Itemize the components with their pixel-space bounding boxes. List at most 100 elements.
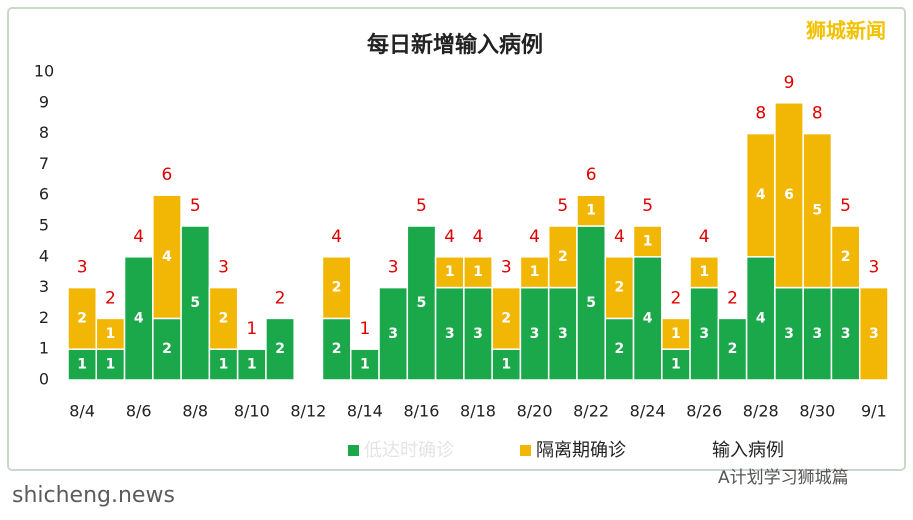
- bar-segment: [745, 256, 776, 381]
- total-label: 6: [162, 165, 173, 185]
- total-label: 5: [642, 196, 653, 216]
- x-tick-label: 8/12: [290, 402, 326, 421]
- legend-label: 输入病例: [712, 440, 784, 461]
- segment-label: 3: [784, 326, 794, 342]
- bar-segment: [67, 286, 98, 350]
- segment-label: 1: [671, 357, 681, 373]
- segment-label: 2: [162, 341, 172, 357]
- total-label: 3: [218, 258, 229, 278]
- segment-label: 3: [473, 326, 483, 342]
- bar-segment: [180, 225, 211, 381]
- segment-label: 1: [501, 357, 511, 373]
- bar-segment: [802, 132, 833, 289]
- segment-label: 3: [812, 326, 822, 342]
- segment-label: 1: [473, 264, 483, 280]
- bar-segment: [95, 348, 126, 381]
- total-label: 2: [671, 288, 682, 308]
- legend-swatch: [348, 445, 359, 456]
- segment-label: 2: [501, 310, 511, 326]
- total-label: 3: [868, 258, 879, 278]
- total-label: 4: [529, 227, 540, 247]
- segment-label: 2: [77, 310, 87, 326]
- segment-label: 4: [756, 187, 766, 203]
- x-tick-label: 8/20: [517, 402, 553, 421]
- total-label: 3: [388, 258, 399, 278]
- total-label: 4: [133, 227, 144, 247]
- legend-swatch: [520, 445, 531, 456]
- bar-segment: [547, 286, 578, 381]
- total-label: 1: [359, 319, 370, 339]
- bar-segment: [858, 286, 889, 381]
- segment-label: 1: [106, 357, 116, 373]
- bar-segment: [434, 286, 465, 381]
- total-label: 4: [614, 227, 625, 247]
- total-label: 4: [331, 227, 342, 247]
- x-tick-label: 8/10: [234, 402, 270, 421]
- bar-segment: [689, 256, 720, 289]
- x-tick-label: 8/4: [69, 402, 95, 421]
- y-tick-label: 8: [39, 123, 49, 142]
- segment-label: 3: [558, 326, 568, 342]
- segment-label: 2: [841, 249, 851, 265]
- total-label: 1: [246, 319, 257, 339]
- bar-segment: [236, 348, 267, 381]
- segment-label: 6: [784, 187, 794, 203]
- bar-segment: [434, 256, 465, 289]
- segment-label: 1: [106, 326, 116, 342]
- segment-label: 1: [445, 264, 455, 280]
- segment-label: 1: [671, 326, 681, 342]
- bar-segment: [321, 317, 352, 381]
- bar-segment: [321, 256, 352, 320]
- segment-label: 2: [332, 341, 342, 357]
- bar-segment: [604, 256, 635, 320]
- total-label: 8: [812, 104, 823, 124]
- total-label: 3: [501, 258, 512, 278]
- total-label: 2: [275, 288, 286, 308]
- total-label: 4: [473, 227, 484, 247]
- total-label: 2: [727, 288, 738, 308]
- total-label: 4: [699, 227, 710, 247]
- segment-label: 5: [812, 203, 822, 219]
- x-tick-label: 8/8: [182, 402, 208, 421]
- segment-label: 1: [77, 357, 87, 373]
- total-label: 8: [755, 104, 766, 124]
- segment-label: 4: [643, 310, 653, 326]
- bar-segment: [208, 286, 239, 350]
- bar-segment: [576, 194, 606, 227]
- segment-label: 1: [586, 203, 596, 219]
- x-tick-label: 8/30: [799, 402, 835, 421]
- segment-label: 3: [841, 326, 851, 342]
- legend-label: 隔离期确诊: [536, 440, 626, 461]
- y-tick-label: 9: [39, 92, 49, 111]
- segment-label: 2: [728, 341, 738, 357]
- y-tick-label: 6: [39, 185, 49, 204]
- segment-label: 5: [190, 295, 200, 311]
- x-tick-label: 8/18: [460, 402, 496, 421]
- x-tick-label: 8/14: [347, 402, 383, 421]
- total-label: 5: [416, 196, 427, 216]
- segment-label: 1: [247, 357, 257, 373]
- bar-segment: [491, 286, 522, 350]
- bar-segment: [519, 256, 550, 289]
- segment-label: 3: [869, 326, 879, 342]
- segment-label: 5: [417, 295, 427, 311]
- segment-label: 2: [332, 280, 342, 296]
- total-label: 5: [557, 196, 568, 216]
- x-tick-label: 8/24: [630, 402, 666, 421]
- total-label: 9: [784, 73, 795, 93]
- segment-label: 5: [586, 295, 596, 311]
- total-label: 5: [190, 196, 201, 216]
- bar-segment: [378, 286, 409, 381]
- segment-label: 4: [756, 310, 766, 326]
- bar-segment: [67, 348, 98, 381]
- bar-segment: [350, 348, 380, 381]
- legend-label: 低达时确诊: [364, 440, 454, 461]
- x-tick-label: 8/16: [403, 402, 439, 421]
- x-tick-label: 8/6: [126, 402, 152, 421]
- y-tick-label: 1: [39, 339, 49, 358]
- bar-segment: [802, 286, 833, 381]
- segment-label: 1: [643, 233, 653, 249]
- total-label: 4: [444, 227, 455, 247]
- y-tick-label: 7: [39, 154, 49, 173]
